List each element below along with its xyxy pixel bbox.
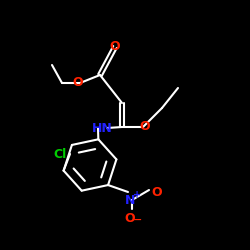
Text: O: O: [110, 40, 120, 54]
Text: +: +: [133, 190, 141, 200]
Text: Cl: Cl: [54, 148, 66, 160]
Text: N: N: [125, 194, 135, 206]
Text: O: O: [125, 212, 135, 224]
Text: O: O: [140, 120, 150, 134]
Text: HN: HN: [92, 122, 112, 134]
Text: O: O: [73, 76, 83, 90]
Text: −: −: [133, 215, 143, 225]
Text: O: O: [152, 186, 162, 198]
